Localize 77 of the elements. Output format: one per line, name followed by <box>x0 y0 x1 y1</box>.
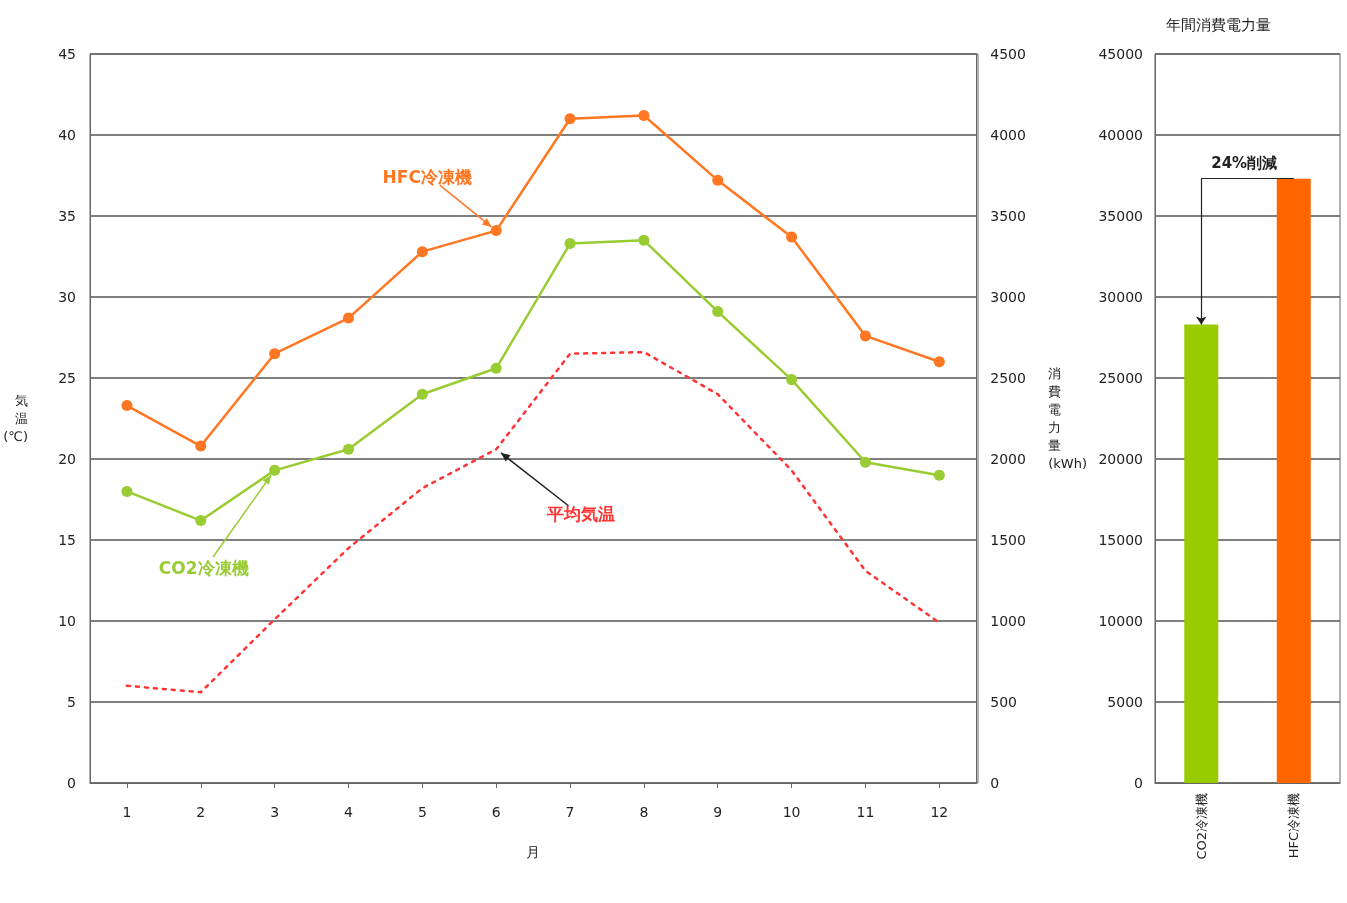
point <box>195 440 207 452</box>
y-tick-label: 10 <box>58 613 76 629</box>
y-tick-label: 30 <box>58 289 76 305</box>
y-tick-label: 0 <box>1134 775 1143 791</box>
point <box>416 388 428 400</box>
point <box>638 110 650 122</box>
point <box>343 312 354 324</box>
y2-tick-label: 0 <box>990 775 1000 791</box>
y-tick-label: 20 <box>58 451 76 467</box>
y2-tick-label: 3000 <box>990 289 1026 305</box>
y-tick-label: 35000 <box>1098 208 1143 224</box>
point <box>859 456 871 468</box>
point <box>269 464 281 476</box>
y2-tick-label: 2500 <box>990 370 1026 386</box>
y-tick-label: 15 <box>58 532 76 548</box>
x-tick-label: 3 <box>270 804 280 820</box>
point <box>933 469 945 481</box>
y2-axis-title: 消費電力量(kWh) <box>1048 366 1087 471</box>
text: 平均気温 <box>546 504 616 525</box>
text: HFC冷凍機 <box>382 166 472 187</box>
y-tick-label: 5 <box>67 694 76 710</box>
y2-tick-label: 3500 <box>990 208 1026 224</box>
line-series <box>125 350 941 694</box>
y2-tick-label: 500 <box>990 694 1017 710</box>
point <box>490 362 502 374</box>
x-tick-label: 5 <box>417 804 427 820</box>
point <box>859 330 871 342</box>
point <box>343 443 354 455</box>
point <box>269 348 281 360</box>
y2-tick-label: 4500 <box>990 46 1026 62</box>
x-tick-label: 12 <box>930 804 949 820</box>
y-tick-label: 25000 <box>1098 370 1143 386</box>
x-tick-label: 1 <box>122 804 132 820</box>
point <box>416 246 428 258</box>
y-tick-label: 10000 <box>1098 613 1143 629</box>
y-tick-label: 0 <box>67 775 76 791</box>
y-tick-label: 25 <box>58 370 76 386</box>
y2-tick-label: 1500 <box>990 532 1026 548</box>
y-tick-label: 5000 <box>1107 694 1143 710</box>
point <box>786 374 798 386</box>
x-tick-label: 7 <box>565 804 575 820</box>
x-axis-title: 月 <box>526 844 541 860</box>
y-tick-label: 40000 <box>1098 127 1143 143</box>
y-tick-label: 15000 <box>1098 532 1143 548</box>
point <box>195 515 207 527</box>
chart-title: 年間消費電力量 <box>1166 15 1271 34</box>
x-tick-label: 2 <box>196 804 206 820</box>
y2-tick-label: 2000 <box>990 451 1026 467</box>
y2-tick-label: 4000 <box>990 127 1026 143</box>
x-tick-label: 11 <box>856 804 875 820</box>
y-tick-label: 45000 <box>1098 46 1143 62</box>
point <box>121 485 133 497</box>
point <box>712 174 724 186</box>
point <box>786 231 798 243</box>
y-tick-label: 30000 <box>1098 289 1143 305</box>
point <box>933 356 945 368</box>
point <box>712 306 724 318</box>
point <box>564 113 576 125</box>
x-tick-label: HFC冷凍機 <box>1286 793 1302 859</box>
x-tick-label: 6 <box>491 804 501 820</box>
x-tick-label: CO2冷凍機 <box>1193 793 1209 860</box>
x-tick-label: 4 <box>344 804 354 820</box>
y-tick-label: 20000 <box>1098 451 1143 467</box>
point <box>490 225 502 237</box>
y-tick-label: 40 <box>58 127 76 143</box>
text: CO2冷凍機 <box>158 558 249 579</box>
x-tick-label: 10 <box>782 804 801 820</box>
point <box>121 400 133 412</box>
y-tick-label: 35 <box>58 208 76 224</box>
x-tick-label: 9 <box>713 804 723 820</box>
y-tick-label: 45 <box>58 46 76 62</box>
annotation: 24%削減 <box>1211 154 1278 173</box>
point <box>564 238 576 250</box>
y-axis-title: 気温(℃) <box>3 393 28 444</box>
y2-tick-label: 1000 <box>990 613 1026 629</box>
point <box>638 234 650 246</box>
x-tick-label: 8 <box>639 804 649 820</box>
